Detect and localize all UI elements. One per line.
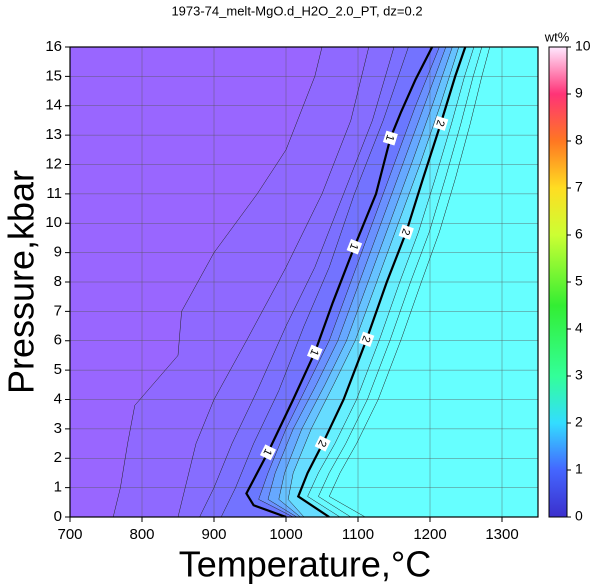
contour-label-text: 2 [399,227,412,237]
colorbar-label: wt% [544,29,570,44]
y-tick-label: 1 [54,479,62,496]
contour-line [328,47,491,517]
y-axis-title: Pressure,kbar [1,170,42,394]
contour-label: 1 [382,130,398,146]
y-tick-label: 0 [54,508,62,525]
colorbar-tick-label: 1 [575,461,583,477]
contour-line [199,47,395,517]
contour-label-text: 1 [347,241,360,251]
x-tick-label: 1300 [485,526,518,543]
contour-label-box [346,238,363,255]
contour-label: 1 [346,238,363,255]
contour-label-box [259,444,277,461]
colorbar [548,46,568,518]
contour-label-text: 1 [383,133,396,142]
y-tick-label: 14 [45,97,62,114]
contour-label-text: 2 [359,334,372,344]
y-tick-label: 12 [45,155,62,172]
contour-label: 2 [398,224,414,240]
colorbar-tick-label: 9 [575,85,583,101]
x-axis-title: Temperature,°C [179,544,432,585]
contour-line [287,47,460,517]
y-tick-label: 3 [54,420,62,437]
contour-label: 2 [433,115,449,131]
y-tick-label: 16 [45,38,62,55]
contour-line [112,47,323,517]
x-tick-label: 1100 [342,526,374,543]
contour-line [278,47,453,517]
y-tick-label: 6 [54,332,62,349]
contour-line [177,47,370,517]
x-tick-label: 700 [57,526,82,543]
contour-line [258,47,440,517]
x-tick-label: 900 [201,526,226,543]
colorbar-tick-label: 6 [575,226,583,242]
contour-label: 1 [306,344,323,361]
colorbar-tick-label: 4 [575,320,583,336]
contour-label-text: 2 [315,438,328,449]
contour-label-box [358,331,375,347]
x-tick-label: 800 [129,526,154,543]
contour-label: 2 [358,331,375,347]
y-tick-label: 5 [54,361,62,378]
colorbar-tick-label: 8 [575,132,583,148]
contour-line [220,47,409,517]
y-tick-label: 13 [45,126,62,143]
contour-label: 2 [314,435,331,452]
y-tick-label: 2 [54,449,62,466]
y-tick-label: 9 [54,244,62,261]
contour-label: 1 [259,444,277,461]
contour-label-box [314,435,331,452]
colorbar-tick-label: 10 [575,38,591,54]
contour-label-box [306,344,323,361]
y-tick-label: 8 [54,273,62,290]
y-tick-label: 7 [54,302,62,319]
colorbar-tick-label: 7 [575,179,583,195]
contour-line [267,47,447,517]
colorbar-tick-label: 5 [575,273,583,289]
contour-label-text: 1 [260,447,273,458]
contour-label-text: 2 [433,118,446,127]
colorbar-tick-label: 0 [575,508,583,524]
x-tick-label: 1200 [413,526,446,543]
contour-label-box [398,224,414,240]
contour-label-box [382,130,398,146]
x-tick-label: 1000 [269,526,302,543]
contour-line [307,47,475,517]
y-tick-label: 10 [45,214,62,231]
colorbar-tick-label: 2 [575,414,583,430]
y-tick-label: 4 [54,390,62,407]
plot-area: 1 1 1 1 2 2 2 2 [70,47,538,517]
y-tick-label: 15 [45,67,62,84]
contour-line [318,47,483,517]
contour-line [245,47,434,517]
colorbar-tick-label: 3 [575,367,583,383]
contour-label-box [433,115,449,131]
y-tick-label: 11 [46,185,62,202]
contour-line [296,47,467,517]
chart-title: 1973-74_melt-MgO.d_H2O_2.0_PT, dz=0.2 [171,3,422,18]
contour-label-text: 1 [307,347,320,357]
